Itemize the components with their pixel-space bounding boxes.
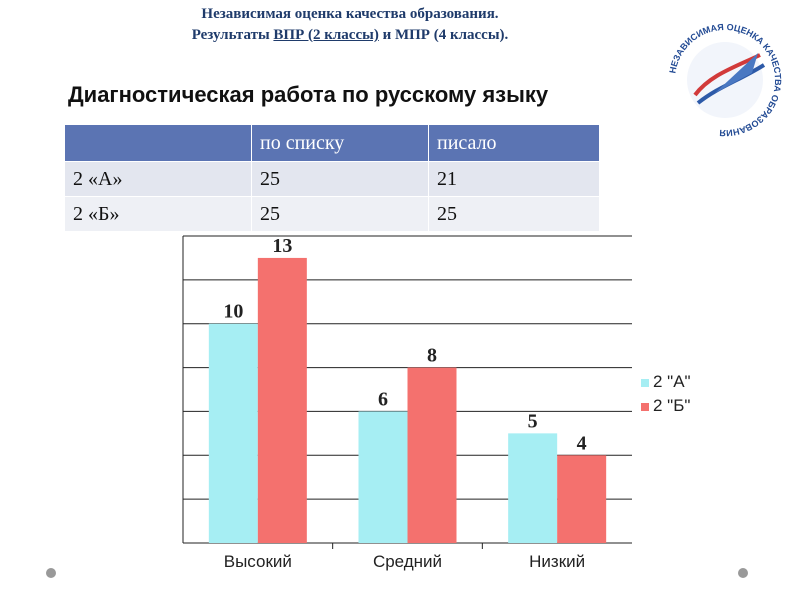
data-label: 6 — [378, 388, 388, 410]
organization-logo: НЕЗАВИСИМАЯ ОЦЕНКА КАЧЕСТВА ОБРАЗОВАНИЯ — [667, 22, 783, 138]
data-label: 5 — [528, 410, 538, 432]
category-label: Высокий — [224, 552, 292, 571]
corner-dot — [46, 568, 56, 578]
summary-table: по списку писало 2 «А» 25 21 2 «Б» 25 25 — [64, 124, 600, 232]
header-link-vpr[interactable]: ВПР (2 классы) — [273, 27, 379, 43]
data-label: 10 — [223, 301, 243, 323]
table-cell: 21 — [428, 161, 600, 197]
bar — [557, 455, 607, 543]
header-line-1: Независимая оценка качества образования. — [201, 6, 499, 22]
table-header-cell — [64, 124, 252, 162]
bar — [208, 323, 258, 543]
bar — [257, 257, 307, 543]
data-label: 8 — [427, 345, 437, 367]
table-header-row: по списку писало — [64, 124, 600, 162]
data-label: 13 — [272, 235, 292, 257]
table-cell: 25 — [428, 196, 600, 232]
page-subtitle: Диагностическая работа по русскому языку — [68, 82, 549, 107]
legend-swatch — [641, 403, 649, 411]
legend-label: 2 "Б" — [653, 396, 690, 415]
table-header-cell: по списку — [251, 124, 429, 162]
legend-swatch — [641, 379, 649, 387]
category-label: Средний — [373, 552, 442, 571]
corner-dot — [738, 568, 748, 578]
table-cell: 2 «Б» — [64, 196, 252, 232]
table-cell: 25 — [251, 196, 429, 232]
header-line-2-prefix: Результаты — [191, 27, 274, 43]
table-row: 2 «Б» 25 25 — [64, 196, 600, 232]
header-line-2: Результаты ВПР (2 классы) и МПР (4 класс… — [100, 27, 600, 44]
category-label: Низкий — [529, 552, 585, 571]
legend-label: 2 "А" — [653, 372, 691, 391]
header-line-2-suffix: и МПР (4 классы). — [378, 27, 509, 43]
bar — [407, 367, 457, 543]
data-label: 4 — [577, 432, 587, 454]
bar — [508, 433, 558, 543]
table-cell: 25 — [251, 161, 429, 197]
table-cell: 2 «А» — [64, 161, 252, 197]
bar — [358, 411, 408, 543]
table-row: 2 «А» 25 21 — [64, 161, 600, 197]
table-header-cell: писало — [428, 124, 600, 162]
